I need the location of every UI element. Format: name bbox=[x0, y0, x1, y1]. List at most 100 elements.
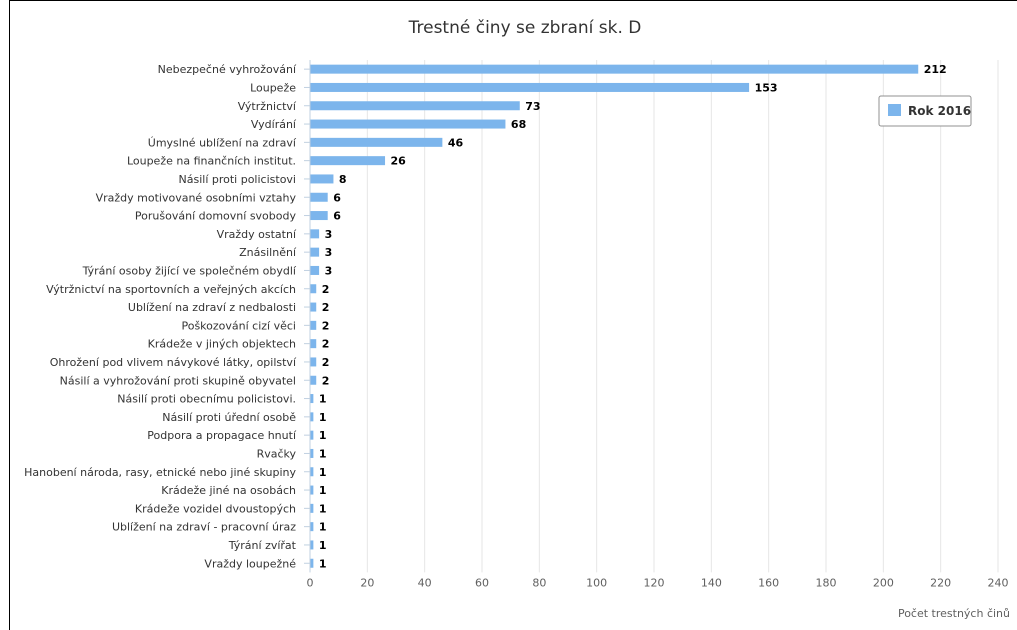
category-label: Vraždy motivované osobními vztahy bbox=[96, 191, 297, 204]
bar[interactable] bbox=[310, 284, 317, 294]
data-label: 153 bbox=[755, 81, 778, 94]
data-label: 1 bbox=[319, 447, 327, 460]
bar[interactable] bbox=[310, 82, 750, 92]
x-tick-label: 200 bbox=[873, 576, 894, 589]
x-tick-label: 40 bbox=[418, 576, 432, 589]
category-labels: Nebezpečné vyhrožování Loupeže Výtržnictví… bbox=[24, 63, 297, 570]
data-label: 2 bbox=[322, 338, 330, 351]
bar[interactable] bbox=[310, 302, 317, 312]
category-label: Rvačky bbox=[257, 447, 297, 460]
data-label: 3 bbox=[325, 228, 333, 241]
category-label: Loupeže bbox=[250, 81, 296, 94]
x-tick-label: 100 bbox=[586, 576, 607, 589]
data-label: 1 bbox=[319, 466, 327, 479]
bar[interactable] bbox=[310, 375, 317, 385]
x-tick-label: 80 bbox=[532, 576, 546, 589]
x-tick-label: 240 bbox=[988, 576, 1009, 589]
category-label: Násilí proti policistovi bbox=[179, 173, 297, 186]
bar[interactable] bbox=[310, 119, 506, 129]
legend[interactable]: Rok 2016 bbox=[878, 95, 972, 127]
grid-layer bbox=[304, 60, 999, 573]
category-label: Poškozování cizí věci bbox=[181, 319, 296, 332]
bar[interactable] bbox=[310, 137, 443, 147]
category-label: Ublížení na zdraví z nedbalosti bbox=[128, 301, 296, 314]
data-label: 1 bbox=[319, 429, 327, 442]
data-label: 8 bbox=[339, 173, 347, 186]
bar[interactable] bbox=[310, 430, 314, 440]
data-label: 2 bbox=[322, 319, 330, 332]
category-label: Znásilnění bbox=[239, 246, 297, 259]
data-label: 1 bbox=[319, 502, 327, 515]
bar[interactable] bbox=[310, 101, 520, 111]
category-label: Porušování domovní svobody bbox=[135, 210, 297, 223]
bar[interactable] bbox=[310, 448, 314, 458]
bar[interactable] bbox=[310, 64, 919, 74]
data-label: 2 bbox=[322, 283, 330, 296]
bar[interactable] bbox=[310, 192, 328, 202]
legend-item-label: Rok 2016 bbox=[908, 104, 971, 118]
bar[interactable] bbox=[310, 503, 314, 513]
data-label: 26 bbox=[391, 155, 407, 168]
category-label: Podpora a propagace hnutí bbox=[147, 429, 297, 442]
data-label: 46 bbox=[448, 136, 464, 149]
data-label: 3 bbox=[325, 246, 333, 259]
category-label: Ohrožení pod vlivem návykové látky, opil… bbox=[50, 356, 297, 369]
bar[interactable] bbox=[310, 522, 314, 532]
category-label: Úmyslné ublížení na zdraví bbox=[148, 136, 297, 149]
bar[interactable] bbox=[310, 156, 386, 166]
bar[interactable] bbox=[310, 485, 314, 495]
legend-swatch bbox=[888, 104, 901, 116]
category-label: Týrání osoby žijící ve společném obydlí bbox=[82, 264, 297, 277]
category-label: Vraždy ostatní bbox=[217, 228, 297, 241]
bars-layer bbox=[310, 64, 919, 568]
category-label: Krádeže v jiných objektech bbox=[148, 338, 296, 351]
bar[interactable] bbox=[310, 211, 328, 221]
bar[interactable] bbox=[310, 247, 320, 257]
x-tick-label: 60 bbox=[475, 576, 489, 589]
data-label: 212 bbox=[924, 63, 947, 76]
bar[interactable] bbox=[310, 339, 317, 349]
x-tick-label: 220 bbox=[930, 576, 951, 589]
x-tick-label: 160 bbox=[758, 576, 779, 589]
x-tick-label: 120 bbox=[644, 576, 665, 589]
data-label: 6 bbox=[333, 191, 341, 204]
category-label: Výtržnictví bbox=[238, 100, 297, 113]
x-tick-label: 20 bbox=[360, 576, 374, 589]
x-tick-label: 180 bbox=[816, 576, 837, 589]
category-label: Násilí a vyhrožování proti skupině obyva… bbox=[60, 374, 296, 387]
bar[interactable] bbox=[310, 467, 314, 477]
data-label: 73 bbox=[525, 100, 540, 113]
bar[interactable] bbox=[310, 265, 320, 275]
bar[interactable] bbox=[310, 412, 314, 422]
category-label: Vydírání bbox=[251, 118, 297, 131]
bar[interactable] bbox=[310, 174, 334, 184]
category-label: Krádeže jiné na osobách bbox=[161, 484, 296, 497]
x-tick-label: 140 bbox=[701, 576, 722, 589]
category-label: Nebezpečné vyhrožování bbox=[158, 63, 297, 76]
legend-box bbox=[878, 95, 972, 127]
data-label: 1 bbox=[319, 539, 327, 552]
data-label: 1 bbox=[319, 393, 327, 406]
bar[interactable] bbox=[310, 320, 317, 330]
bar[interactable] bbox=[310, 394, 314, 404]
category-label: Týrání zvířat bbox=[228, 539, 297, 552]
x-tick-labels: 0 20 40 60 80 100 120 140 160 180 200 220 240 bbox=[307, 576, 1009, 589]
category-label: Vraždy loupežné bbox=[204, 557, 296, 570]
bar[interactable] bbox=[310, 540, 314, 550]
data-label: 1 bbox=[319, 521, 327, 534]
data-label: 68 bbox=[511, 118, 526, 131]
category-label: Násilí proti obecnímu policistovi. bbox=[117, 393, 296, 406]
bar[interactable] bbox=[310, 229, 320, 239]
category-label: Ublížení na zdraví - pracovní úraz bbox=[112, 521, 296, 534]
data-label: 1 bbox=[319, 411, 327, 424]
data-label: 3 bbox=[325, 264, 333, 277]
x-axis-title: Počet trestných činů bbox=[898, 607, 1010, 620]
category-label: Krádeže vozidel dvoustopých bbox=[135, 502, 296, 515]
data-label: 1 bbox=[319, 484, 327, 497]
data-label: 2 bbox=[322, 356, 330, 369]
bar[interactable] bbox=[310, 558, 314, 568]
category-label: Násilí proti úřední osobě bbox=[162, 411, 296, 424]
bar[interactable] bbox=[310, 357, 317, 367]
category-label: Loupeže na finančních institut. bbox=[127, 155, 296, 168]
